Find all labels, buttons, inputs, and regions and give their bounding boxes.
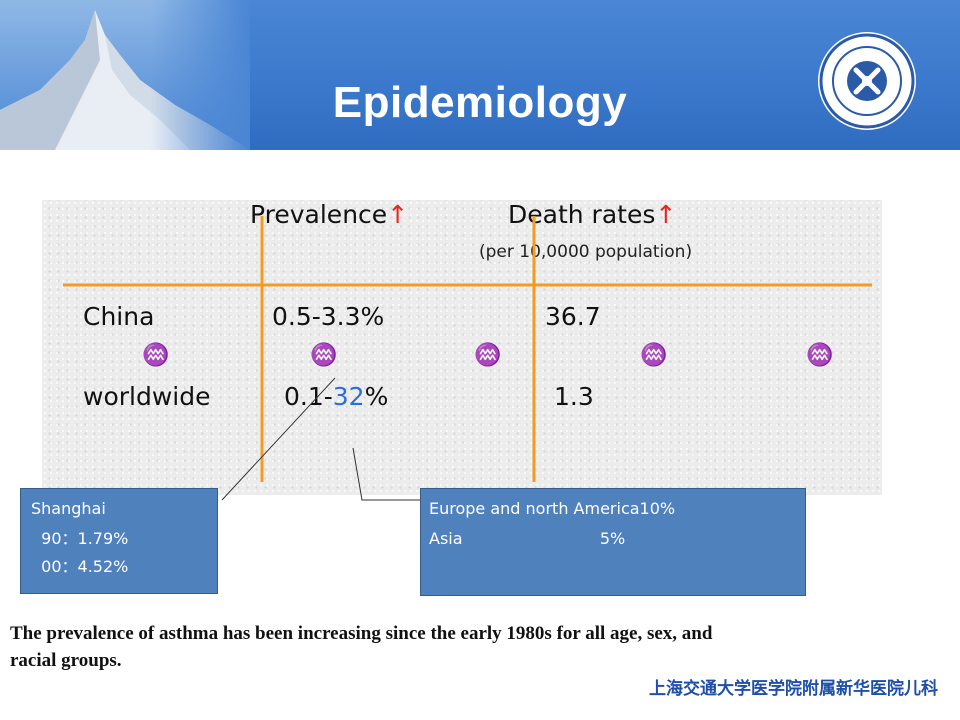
row-worldwide-death-rate: 1.3 xyxy=(554,382,594,411)
title-banner: Epidemiology xyxy=(0,0,960,150)
callout-line: Europe and north America10% xyxy=(429,499,676,518)
callout-line: 00：4.52% xyxy=(31,557,129,576)
footnote-text: The prevalence of asthma has been increa… xyxy=(10,623,713,671)
callout-line: Shanghai xyxy=(31,499,106,518)
callout-line: 90：1.79% xyxy=(31,529,129,548)
row-china-prevalence: 0.5-3.3% xyxy=(272,302,385,331)
header-prevalence: Prevalence↑ xyxy=(250,200,409,229)
header-death-rates: Death rates↑ xyxy=(508,200,677,229)
row-worldwide-region: worldwide xyxy=(83,382,211,411)
callout-europe-asia: Europe and north America10% Asia 5% xyxy=(420,488,806,596)
mountain-image xyxy=(0,0,250,150)
watermark-glyph: ♒ xyxy=(142,342,170,367)
watermark-glyph: ♒ xyxy=(806,342,834,367)
row-china-death-rate: 36.7 xyxy=(545,302,601,331)
increase-arrow-icon: ↑ xyxy=(387,200,409,229)
row-china-region: China xyxy=(83,302,155,331)
slide-title: Epidemiology xyxy=(332,78,628,127)
watermark-glyph: ♒ xyxy=(474,342,502,367)
callout-shanghai: Shanghai 90：1.79% 00：4.52% xyxy=(20,488,218,594)
watermark-glyph: ♒ xyxy=(640,342,668,367)
increase-arrow-icon: ↑ xyxy=(655,200,677,229)
row-worldwide-prevalence: 0.1-32% xyxy=(284,382,389,411)
death-rate-unit: (per 10,0000 population) xyxy=(479,242,693,262)
table-background: ♒ ♒ ♒ ♒ ♒ xyxy=(42,200,882,495)
callout-line: Asia 5% xyxy=(429,529,626,548)
hospital-name: 上海交通大学医学院附属新华医院儿科 xyxy=(649,679,938,699)
hospital-logo xyxy=(818,32,916,130)
watermark-glyph: ♒ xyxy=(310,342,338,367)
